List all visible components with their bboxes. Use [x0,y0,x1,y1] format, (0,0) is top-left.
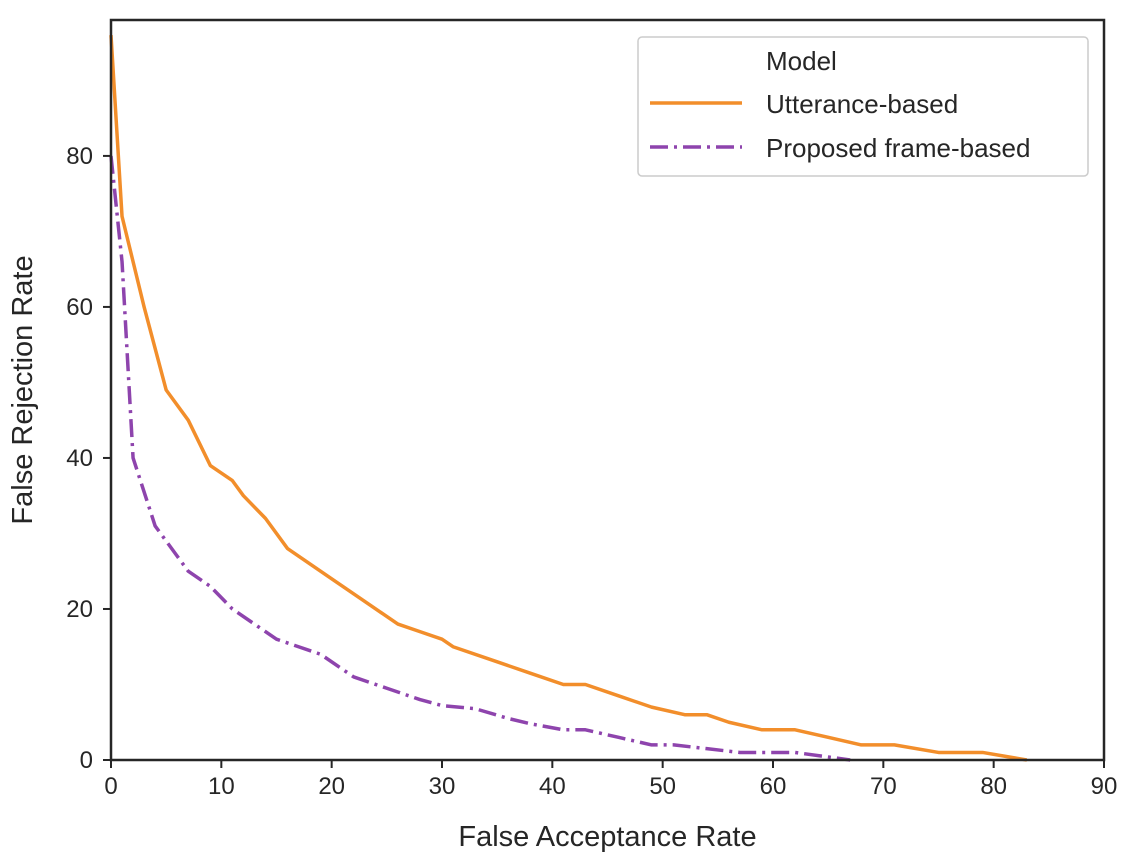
x-tick-label-5: 50 [649,773,676,800]
series-layer [109,34,1028,762]
x-tick-label-4: 40 [539,773,566,800]
y-tick-label-0: 0 [80,747,93,774]
x-tick-label-3: 30 [429,773,456,800]
axes-layer: 0 10 20 30 40 50 60 70 80 90 0 20 40 60 80 False Accept… [7,18,1118,853]
x-tick-label-9: 90 [1091,773,1118,800]
legend-title: Model [766,46,837,76]
x-tick-label-1: 10 [208,773,235,800]
x-tick-label-6: 60 [760,773,787,800]
x-tick-label-0: 0 [104,773,117,800]
y-tick-label-3: 60 [66,294,93,321]
y-tick-label-4: 80 [66,143,93,170]
y-axis-label: False Rejection Rate [7,255,39,524]
y-tick-label-2: 40 [66,445,93,472]
series-line-1 [109,155,851,762]
x-axis-label: False Acceptance Rate [458,821,756,853]
series-line-0 [109,34,1028,762]
legend-label-0: Utterance-based [766,89,958,119]
y-tick-label-1: 20 [66,596,93,623]
legend: Model Utterance-based Proposed frame-based [637,36,1089,177]
legend-box [637,36,1089,177]
x-tick-label-2: 20 [318,773,345,800]
x-tick-label-8: 80 [980,773,1007,800]
x-tick-label-7: 70 [870,773,897,800]
plot-frame [109,18,1106,762]
legend-label-1: Proposed frame-based [766,133,1030,163]
